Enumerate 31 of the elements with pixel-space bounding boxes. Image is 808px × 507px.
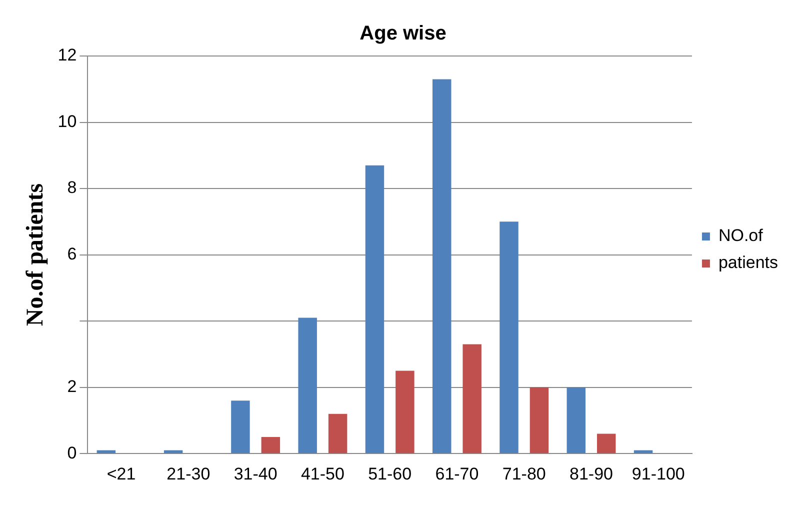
x-tick-label: 41-50 [300, 464, 344, 484]
bar [298, 318, 317, 454]
y-axis-title: No.of patients [22, 183, 49, 326]
y-tick-label: 8 [67, 178, 77, 198]
bar [328, 414, 348, 454]
y-tick-label: 12 [58, 46, 77, 65]
x-tick-label: 31-40 [234, 464, 278, 484]
x-tick-label: 61-70 [435, 464, 479, 484]
bar [261, 437, 280, 454]
x-tick-label: <21 [106, 464, 136, 484]
bar [500, 222, 518, 454]
legend-label: NO.of [718, 226, 764, 246]
x-tick-label: 21-30 [166, 464, 210, 484]
y-tick-label: 0 [67, 443, 77, 462]
x-tick-label: 71-80 [502, 464, 546, 484]
bar [566, 387, 586, 454]
y-tick-label: 2 [67, 377, 77, 396]
x-tick-label: 91-100 [632, 464, 685, 484]
x-tick-label: 51-60 [368, 464, 412, 484]
bar [462, 344, 482, 454]
x-tick-label: 81-90 [570, 464, 613, 484]
y-tick-label: 10 [58, 112, 77, 131]
legend-label: patients [718, 253, 778, 272]
bar [396, 370, 414, 454]
bar [432, 79, 452, 454]
bar [530, 387, 549, 454]
bar [365, 165, 384, 454]
bar [231, 400, 250, 454]
chart-title: Age wise [360, 22, 446, 45]
y-tick-label: 6 [67, 244, 77, 264]
bar [596, 434, 616, 454]
